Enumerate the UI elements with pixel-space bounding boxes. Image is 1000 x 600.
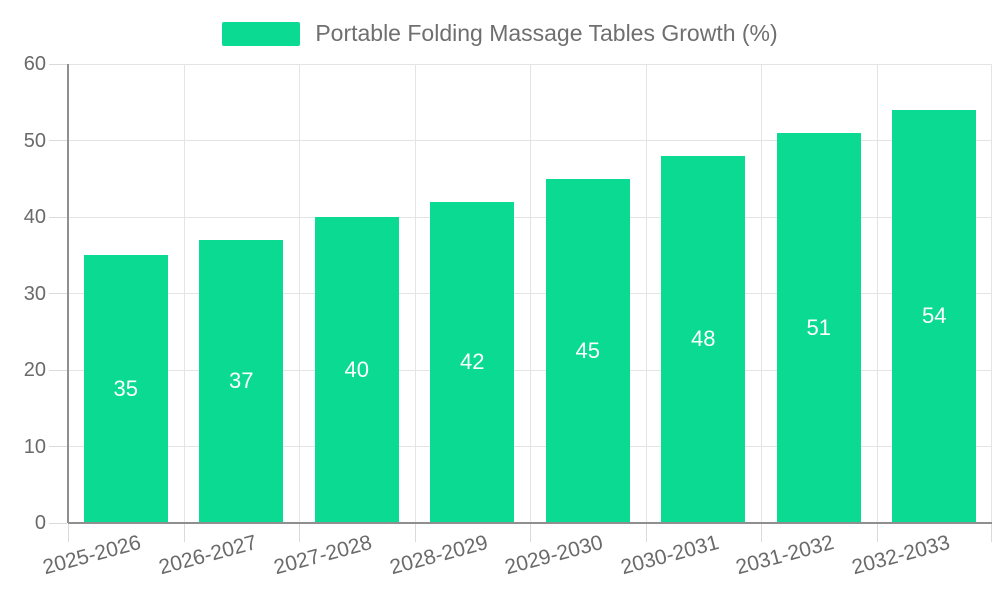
bar-value-label: 51 [806,314,831,340]
bar-value-label: 54 [922,303,947,329]
legend: Portable Folding Massage Tables Growth (… [0,20,1000,47]
bar-value-label: 37 [229,368,254,394]
y-axis-tick-label: 50 [23,129,46,152]
x-tick-mark [645,524,647,542]
gridline-vertical [991,64,992,523]
bar-value-label: 35 [113,376,138,402]
gridline-vertical [876,64,878,523]
y-axis-tick-label: 0 [34,512,46,534]
y-tick-mark [49,522,67,524]
y-axis-tick-label: 20 [23,359,46,381]
x-axis-tick-label: 2028-2029 [387,531,491,580]
legend-label: Portable Folding Massage Tables Growth (… [315,20,778,46]
y-tick-mark [49,293,67,294]
x-axis: 2025-2026 2026-2027 2027-2028 2028-2029 2029… [0,531,1000,600]
bar [892,109,977,523]
x-axis-tick-label: 2026-2027 [156,531,260,580]
gridline-vertical [299,64,300,523]
x-axis-tick-label: 2027-2028 [271,531,375,580]
y-tick-mark [49,216,67,218]
gridline-vertical [530,64,531,523]
y-tick-mark [49,446,67,447]
x-tick-mark [183,524,185,542]
bar [776,132,861,523]
gridline-vertical [645,64,647,523]
x-axis-line [68,522,992,524]
gridline-vertical [761,64,762,523]
y-axis-tick-label: 10 [23,435,46,458]
x-tick-mark [761,524,762,542]
gridline-vertical [183,64,185,523]
x-tick-mark [991,524,992,542]
y-axis: 0 10 20 30 40 50 60 [0,53,46,534]
x-axis-tick-label: 2029-2030 [502,531,606,580]
plot-area: 35 37 40 42 45 48 51 54 [49,63,992,542]
bar-value-label: 40 [344,357,369,382]
bar [199,239,284,523]
y-tick-mark [49,140,67,141]
bar [314,217,399,523]
x-tick-mark [876,524,878,542]
bar [545,178,630,523]
x-axis-tick-label: 2031-2032 [733,531,837,580]
bar-value-label: 45 [575,337,600,363]
x-tick-mark [68,524,69,542]
x-axis-tick-label: 2030-2031 [618,531,722,580]
bar [430,201,515,523]
x-axis-tick-label: 2025-2026 [40,531,144,580]
y-axis-tick-label: 40 [23,206,46,228]
x-tick-mark [414,524,416,542]
gridline-vertical [414,64,416,523]
x-tick-mark [299,524,300,542]
y-tick-mark [49,63,67,65]
bar [83,255,168,523]
bar-value-label: 48 [691,326,716,352]
y-axis-tick-label: 60 [23,53,46,75]
bar [661,155,746,523]
x-tick-mark [530,524,531,542]
bar-value-label: 42 [460,349,485,375]
y-axis-tick-label: 30 [23,282,46,305]
y-axis-line [67,64,69,523]
x-axis-tick-label: 2032-2033 [849,531,953,580]
legend-swatch [222,21,301,46]
y-tick-mark [49,369,67,371]
